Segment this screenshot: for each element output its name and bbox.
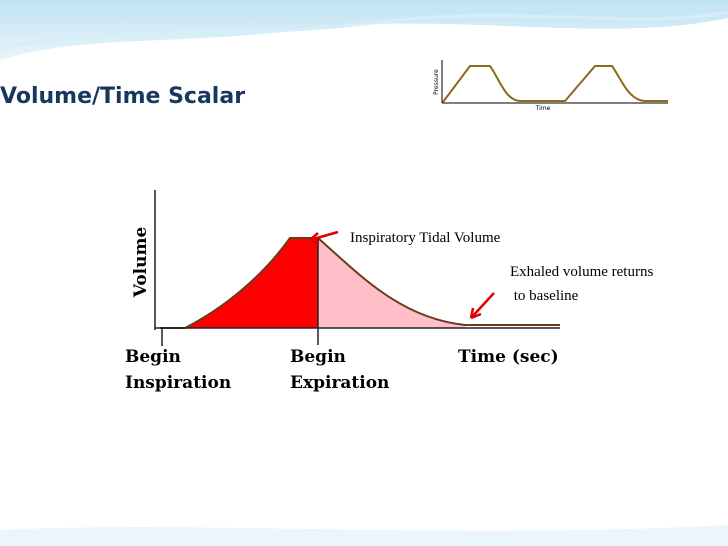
slide-title: Volume/Time Scalar xyxy=(0,84,245,109)
inspiration-area xyxy=(160,238,318,328)
thumb-y-label: Pressure xyxy=(433,69,440,95)
y-axis-label: Volume xyxy=(131,227,151,299)
thumb-curve xyxy=(442,65,668,103)
arrow xyxy=(469,292,495,320)
annotation: Exhaled volume returns xyxy=(510,264,653,280)
arrow xyxy=(309,230,339,246)
begin-inspiration: Begin xyxy=(125,347,181,367)
header-wave xyxy=(0,0,728,60)
annotation: to baseline xyxy=(510,288,579,304)
annotation: Inspiratory Tidal Volume xyxy=(350,230,501,246)
thumb-x-label: Time xyxy=(535,105,551,112)
begin-expiration: Expiration xyxy=(290,373,389,393)
footer-wave xyxy=(0,525,728,546)
begin-expiration: Begin xyxy=(290,347,346,367)
begin-inspiration: Inspiration xyxy=(125,373,231,393)
pressure-thumbnail: Pressure Time xyxy=(430,55,672,117)
thumbnail-bg xyxy=(430,55,672,117)
x-axis-label: Time (sec) xyxy=(458,347,559,367)
expiration-area xyxy=(318,238,465,328)
header-wave-line xyxy=(0,10,728,50)
volume-diagram: Volume Begin Inspiration Begin Expiratio… xyxy=(88,133,653,395)
